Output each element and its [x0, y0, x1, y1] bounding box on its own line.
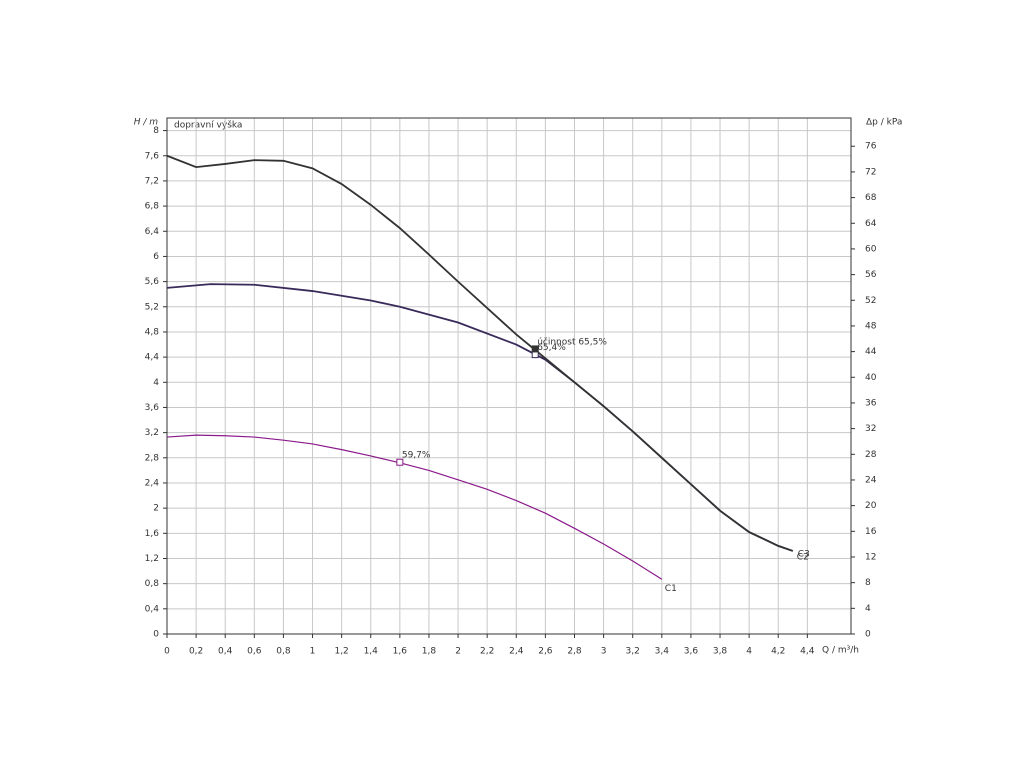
y-tick-label: 7,2 [145, 176, 159, 186]
y2-tick-label: 68 [865, 193, 877, 203]
operating-point [396, 458, 404, 466]
y2-tick-label: 40 [865, 373, 877, 383]
x-tick-label: 4 [746, 647, 752, 657]
x-tick-label: 2 [455, 647, 461, 657]
y-tick-label: 7,6 [145, 151, 160, 161]
y2-tick-label: 4 [865, 604, 871, 614]
chart-title: dopravní výška [174, 120, 242, 131]
y-tick-label: 2,4 [145, 478, 160, 488]
x-tick-label: 1,4 [364, 647, 379, 657]
y-tick-label: 3,6 [145, 403, 160, 413]
x-axis-label: Q / m³/h [822, 646, 859, 656]
y-tick-label: 0,4 [145, 604, 160, 614]
x-tick-label: 1,2 [334, 647, 348, 657]
y2-tick-label: 36 [865, 398, 877, 408]
y-tick-label: 2 [153, 504, 159, 514]
x-tick-label: 0 [164, 647, 170, 657]
y-tick-label: 1,2 [145, 554, 159, 564]
y2-tick-label: 32 [865, 424, 876, 434]
y2-tick-label: 16 [865, 527, 877, 537]
x-tick-label: 0,4 [218, 647, 233, 657]
y-tick-label: 0 [153, 630, 159, 640]
y2-tick-label: 52 [865, 296, 876, 306]
y2-tick-label: 64 [865, 219, 877, 229]
y-tick-label: 4,4 [145, 353, 160, 363]
x-tick-label: 4,2 [771, 647, 785, 657]
y2-tick-label: 60 [865, 244, 877, 254]
y-axis-label: H / m [134, 118, 159, 128]
y2-tick-label: 28 [865, 450, 877, 460]
y-tick-label: 0,8 [145, 579, 160, 589]
x-tick-label: 0,2 [189, 647, 203, 657]
y2-tick-label: 44 [865, 347, 877, 357]
x-tick-label: 1 [310, 647, 316, 657]
x-tick-label: 2,6 [538, 647, 553, 657]
x-tick-label: 3,8 [713, 647, 728, 657]
y-tick-label: 2,8 [145, 453, 160, 463]
x-tick-label: 3,6 [684, 647, 699, 657]
x-tick-label: 0,6 [247, 647, 262, 657]
y-tick-label: 1,6 [145, 529, 160, 539]
annotation: 65,4% [537, 343, 566, 353]
plot-frame [166, 117, 852, 635]
y-tick-label: 3,2 [145, 428, 159, 438]
operating-point [531, 345, 539, 353]
y2-tick-label: 20 [865, 501, 877, 511]
y-tick-label: 5,2 [145, 302, 159, 312]
y-tick-label: 4 [153, 378, 159, 388]
y-tick-label: 6 [153, 252, 159, 262]
x-tick-label: 0,8 [276, 647, 291, 657]
y-tick-label: 8 [153, 126, 159, 136]
x-tick-label: 3,4 [655, 647, 670, 657]
series-line [166, 154, 794, 552]
y2-tick-label: 72 [865, 167, 876, 177]
annotation: účinnost 65,5% [537, 336, 607, 347]
x-tick-label: 2,2 [480, 647, 494, 657]
series-label: C1 [665, 584, 677, 594]
series-line [166, 434, 663, 580]
x-tick-label: 1,6 [393, 647, 408, 657]
annotation: 59,7% [402, 451, 431, 461]
y2-tick-label: 56 [865, 270, 877, 280]
y2-tick-label: 48 [865, 321, 877, 331]
y2-axis-label: Δp / kPa [866, 118, 902, 128]
y2-tick-label: 8 [865, 578, 871, 588]
x-tick-label: 2,4 [509, 647, 524, 657]
y2-tick-label: 24 [865, 475, 877, 485]
x-tick-label: 2,8 [567, 647, 582, 657]
x-tick-label: 1,8 [422, 647, 437, 657]
x-tick-label: 4,4 [800, 647, 815, 657]
y2-tick-label: 0 [865, 630, 871, 640]
y-tick-label: 6,8 [145, 202, 160, 212]
y2-tick-label: 12 [865, 552, 876, 562]
y-tick-label: 5,6 [145, 277, 160, 287]
x-tick-label: 3,2 [626, 647, 640, 657]
y-tick-label: 6,4 [145, 227, 160, 237]
series-label: C3 [798, 549, 810, 559]
y2-tick-label: 76 [865, 142, 877, 152]
series-line [166, 283, 794, 552]
series-label: C2 [797, 552, 809, 562]
y-tick-label: 4,8 [145, 327, 160, 337]
x-tick-label: 3 [601, 647, 607, 657]
